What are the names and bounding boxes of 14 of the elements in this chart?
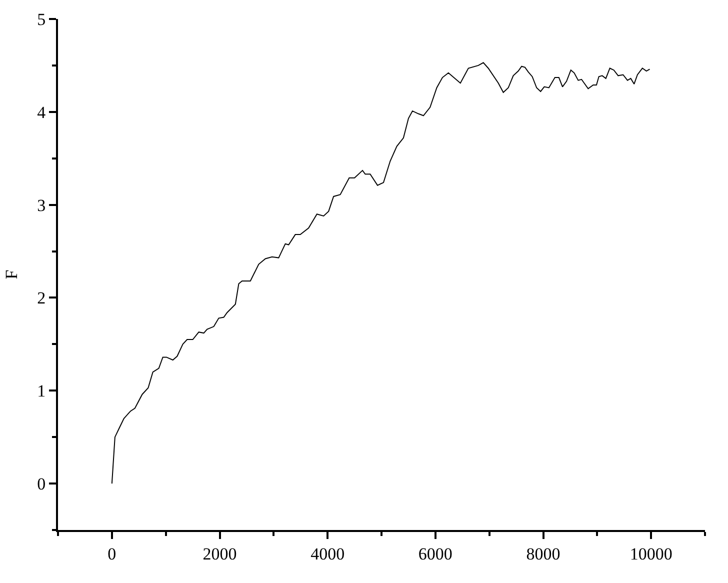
line-series — [111, 62, 650, 484]
x-tick-label: 8000 — [526, 544, 560, 564]
x-tick-label: 6000 — [418, 544, 452, 564]
y-tick-label: 5 — [37, 10, 46, 29]
y-tick-label: 1 — [37, 382, 46, 401]
y-tick-label: 2 — [37, 288, 46, 308]
x-tick-label: 10000 — [630, 544, 672, 564]
x-tick-label: 4000 — [310, 544, 345, 564]
y-tick-label: 0 — [37, 474, 46, 494]
x-tick-label: 2000 — [202, 544, 237, 564]
y-axis-title: F — [2, 270, 22, 280]
x-tick-label: 0 — [108, 544, 116, 564]
y-tick-label: 3 — [37, 196, 46, 215]
y-tick-label: 4 — [37, 102, 46, 122]
